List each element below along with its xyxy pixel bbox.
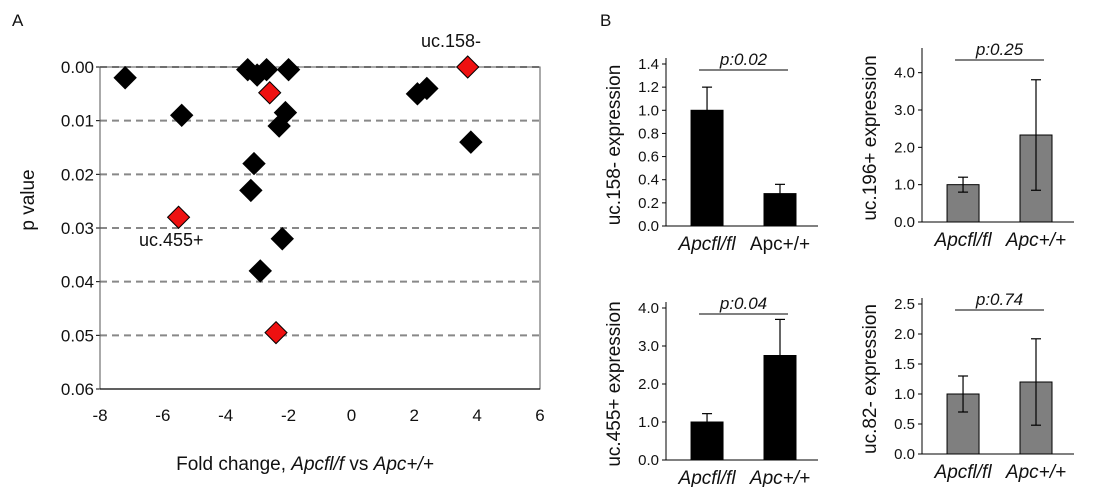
x-tick-label: -6 [155, 406, 170, 425]
scatter-annotation-uc158: uc.158- [421, 31, 481, 51]
y-tick-label: 4.0 [638, 300, 659, 317]
y-tick-label: 1.0 [638, 102, 659, 119]
data-point [278, 59, 300, 81]
category-label: Apcfl/fl [678, 468, 737, 487]
category-label: Apcfl/fl [934, 462, 993, 483]
bar [764, 194, 796, 226]
y-tick-label: 1.0 [894, 386, 915, 403]
y-tick-label: 0.6 [638, 149, 659, 166]
highlighted-point [259, 82, 281, 104]
highlighted-point [457, 56, 479, 78]
x-label-part-3: vs [344, 454, 374, 475]
y-tick-label: 0.0 [638, 218, 659, 235]
y-tick-label: 1.4 [638, 56, 659, 73]
bar-chart-uc82: 0.0 0.5 1.0 1.5 2.0 2.5 Apcfl/fl Apc+/+ p:0.74 uc… [860, 290, 1074, 483]
p-value-label: p:0.02 [719, 50, 768, 69]
y-tick-label: 3.0 [894, 102, 915, 119]
x-tick-label: 0 [347, 406, 356, 425]
highlighted-point [168, 206, 190, 228]
category-label: Apc+/+ [749, 468, 810, 487]
bar-chart-uc196: 0.0 1.0 2.0 3.0 4.0 Apcfl/fl Apc+/+ p:0.25 uc.19… [860, 40, 1074, 251]
scatter-plot-panel-a: 0.00 0.01 0.02 0.03 0.04 0.05 0.06 -8 -6 -4 -2 0 2 4 6… [18, 31, 545, 475]
p-value-label: p:0.74 [975, 290, 1023, 309]
bar-chart-uc158: 0.0 0.2 0.4 0.6 0.8 1.0 1.2 1.4 Apcfl/fl Apc+/+ p:… [604, 50, 818, 255]
data-point [249, 260, 271, 282]
y-tick-label: 2.0 [894, 326, 915, 343]
y-tick-label: 0.0 [894, 446, 915, 463]
scatter-y-axis-label: p value [18, 169, 39, 230]
y-tick-label: 2.0 [894, 139, 915, 156]
x-tick-label: 4 [472, 406, 481, 425]
panel-label-b: B [600, 11, 611, 30]
scatter-x-axis-label: Fold change, Apcfl/f vs Apc+/+ [176, 454, 434, 475]
y-tick-label: 0.4 [638, 172, 659, 189]
y-tick-label: 0.06 [61, 380, 94, 399]
y-axis-label: uc.158- expression [604, 65, 625, 226]
y-tick-label: 0.00 [61, 58, 94, 77]
x-tick-label: 2 [410, 406, 419, 425]
category-label: Apc+/+ [1005, 230, 1066, 251]
y-tick-label: 2.0 [638, 376, 659, 393]
data-point [171, 104, 193, 126]
scatter-gridlines [100, 67, 540, 335]
y-tick-label: 1.0 [638, 414, 659, 431]
y-tick-label: 0.02 [61, 165, 94, 184]
bar [691, 422, 723, 460]
highlighted-point [265, 322, 287, 344]
y-axis-label: uc.82- expression [860, 304, 881, 454]
x-tick-label: -2 [281, 406, 296, 425]
x-tick-label: -8 [92, 406, 107, 425]
data-point [271, 228, 293, 250]
y-axis-label: uc.196+ expression [860, 55, 881, 220]
y-tick-label: 1.2 [638, 79, 659, 96]
y-tick-label: 0.03 [61, 219, 94, 238]
scatter-annotation-uc455: uc.455+ [139, 230, 204, 250]
y-tick-label: 0.05 [61, 326, 94, 345]
bar-chart-uc455: 0.0 1.0 2.0 3.0 4.0 Apcfl/fl Apc+/+ p:0.04 uc.45… [604, 294, 818, 487]
y-tick-label: 2.5 [894, 296, 915, 313]
bar [691, 110, 723, 226]
x-label-part-1: Fold change, [176, 454, 291, 475]
p-value-label: p:0.04 [719, 294, 767, 313]
y-tick-label: 0.01 [61, 112, 94, 131]
data-point [460, 131, 482, 153]
bar [764, 356, 796, 461]
y-tick-label: 0.8 [638, 125, 659, 142]
y-tick-label: 3.0 [638, 338, 659, 355]
category-label: Apc+/+ [1005, 462, 1066, 483]
y-tick-label: 0.0 [894, 214, 915, 231]
y-tick-label: 4.0 [894, 65, 915, 82]
p-value-label: p:0.25 [975, 40, 1024, 59]
y-tick-label: 0.5 [894, 416, 915, 433]
category-label: Apcfl/fl [934, 230, 993, 251]
category-label: Apc+/+ [750, 234, 810, 255]
data-point [240, 179, 262, 201]
y-tick-label: 0.04 [61, 273, 94, 292]
y-tick-label: 1.0 [894, 177, 915, 194]
data-point [243, 153, 265, 175]
x-label-part-2: Apcfl/f [290, 454, 346, 475]
x-tick-label: -4 [218, 406, 233, 425]
y-tick-label: 1.5 [894, 356, 915, 373]
x-label-part-4: Apc+/+ [373, 454, 434, 475]
category-label: Apcfl/fl [678, 234, 737, 255]
y-axis-label: uc.455+ expression [604, 301, 625, 466]
y-tick-label: 0.0 [638, 452, 659, 469]
x-tick-label: 6 [535, 406, 544, 425]
scatter-points [114, 56, 482, 344]
scatter-tick-labels: 0.00 0.01 0.02 0.03 0.04 0.05 0.06 -8 -6 -4 -2 0 2 4 6 [61, 58, 545, 425]
data-point [114, 67, 136, 89]
panel-label-a: A [12, 11, 24, 30]
y-tick-label: 0.2 [638, 195, 659, 212]
